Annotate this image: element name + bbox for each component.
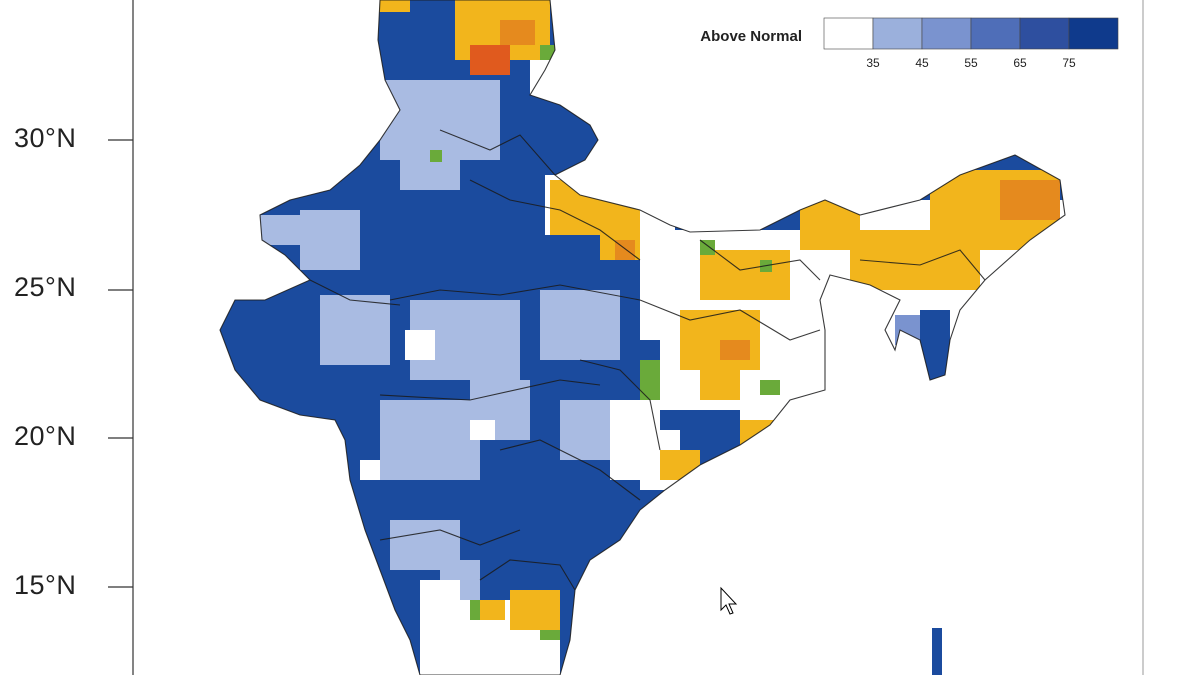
latitude-label: 15°N	[14, 570, 77, 600]
legend-tick-label: 75	[1062, 56, 1076, 70]
latitude-label: 35°N	[14, 0, 94, 5]
legend-tick-label: 35	[866, 56, 880, 70]
legend-tick-label: 65	[1013, 56, 1027, 70]
legend-tick-label: 55	[964, 56, 978, 70]
legend-swatch	[1019, 17, 1070, 50]
legend-swatch	[823, 17, 874, 50]
legend-swatch	[921, 17, 972, 50]
legend-tick-label: 45	[915, 56, 929, 70]
legend-colorbar	[823, 17, 1119, 50]
mouse-cursor-icon	[720, 586, 738, 615]
legend-swatch	[970, 17, 1021, 50]
latitude-label: 25°N	[14, 272, 77, 302]
latitude-label: 20°N	[14, 421, 77, 451]
probability-fill	[220, 0, 1065, 675]
legend-swatch	[1068, 17, 1119, 50]
latitude-label: 30°N	[14, 123, 77, 153]
legend-swatch	[872, 17, 923, 50]
legend-title: Above Normal	[700, 28, 802, 45]
